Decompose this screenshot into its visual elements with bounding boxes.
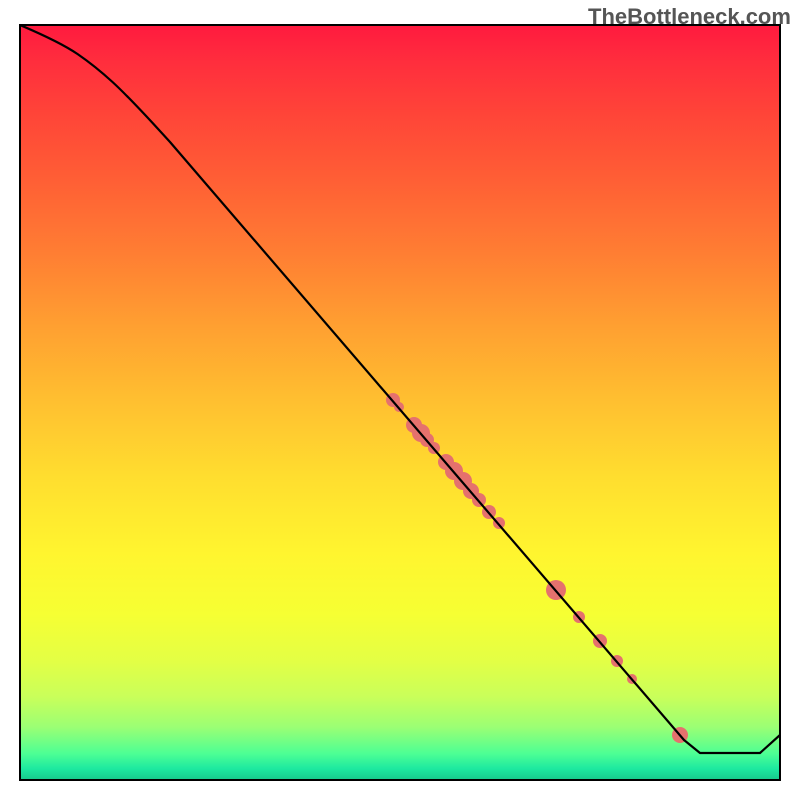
chart-canvas: TheBottleneck.com bbox=[0, 0, 800, 800]
chart-svg bbox=[0, 0, 800, 800]
watermark-text: TheBottleneck.com bbox=[588, 4, 791, 30]
